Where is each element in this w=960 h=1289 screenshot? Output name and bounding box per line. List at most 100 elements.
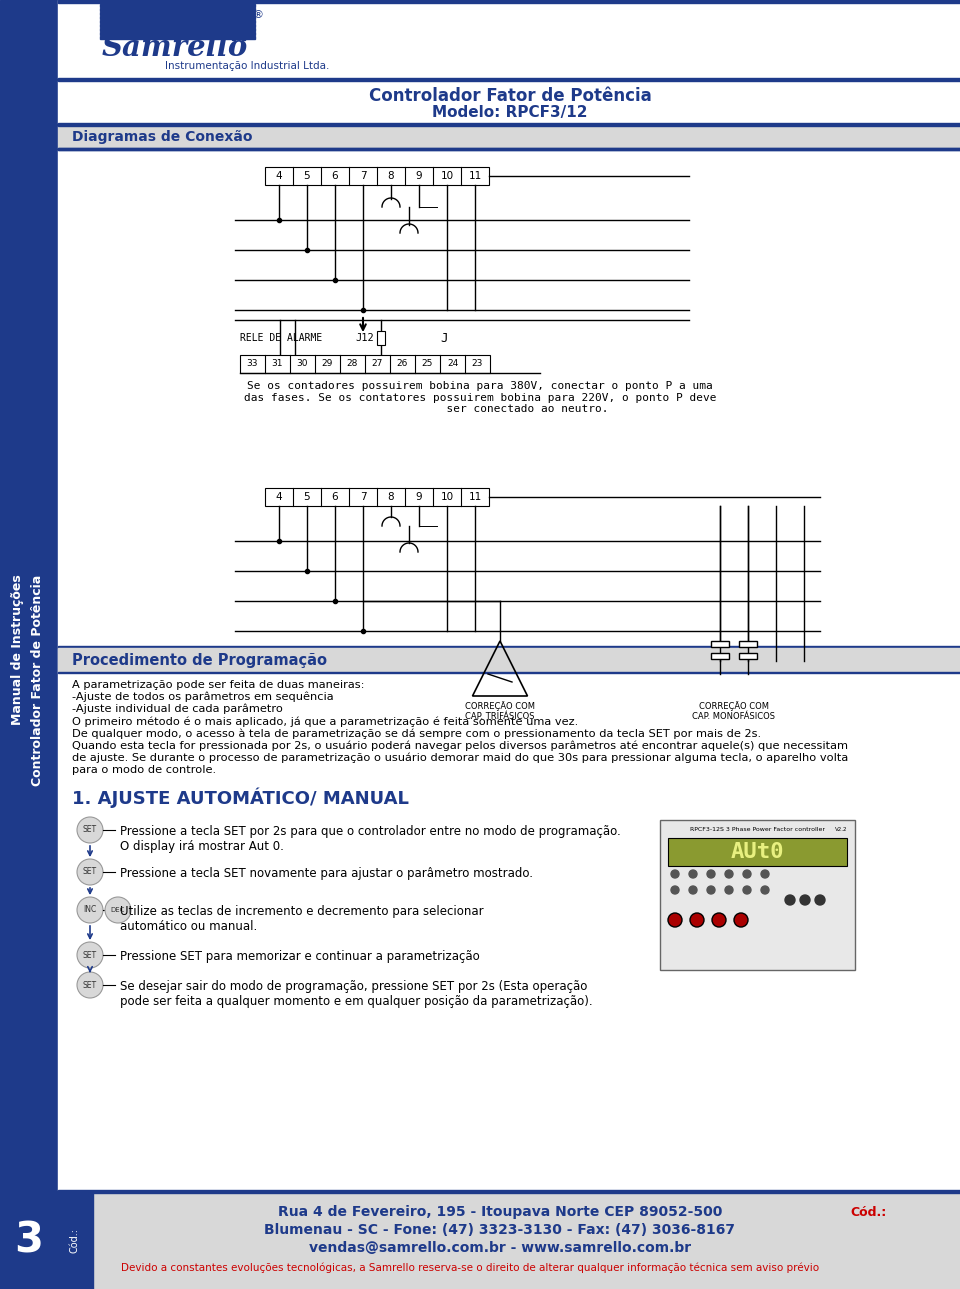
Circle shape (77, 897, 103, 923)
Circle shape (712, 913, 726, 927)
Bar (58, 648, 960, 672)
Bar (58, 646, 960, 648)
Bar (240, 354, 490, 373)
Bar (265, 489, 489, 507)
Text: V2.2: V2.2 (834, 828, 847, 831)
Text: Pressione a tecla SET por 2s para que o controlador entre no modo de programação: Pressione a tecla SET por 2s para que o … (120, 825, 621, 853)
Text: 10: 10 (441, 492, 453, 501)
Text: INC: INC (84, 905, 97, 914)
Bar (58, 0, 960, 3)
Bar (100, 15, 255, 18)
Bar (58, 148, 960, 150)
Circle shape (725, 886, 733, 895)
Text: RELE DE ALARME: RELE DE ALARME (240, 333, 323, 343)
Text: 10: 10 (441, 171, 453, 180)
Text: 6: 6 (332, 171, 338, 180)
Text: 33: 33 (247, 360, 258, 369)
Text: 23: 23 (471, 360, 483, 369)
Text: CORREÇÃO COM
CAP. MONOFÁSICOS: CORREÇÃO COM CAP. MONOFÁSICOS (692, 701, 776, 722)
Text: 30: 30 (297, 360, 308, 369)
Bar (668, 838, 847, 866)
Text: 5: 5 (303, 492, 310, 501)
Circle shape (725, 870, 733, 878)
Bar (58, 1190, 960, 1192)
Text: 29: 29 (322, 360, 333, 369)
Text: 24: 24 (446, 360, 458, 369)
Bar (58, 81, 960, 122)
Bar (58, 150, 960, 1190)
Circle shape (785, 895, 795, 905)
Circle shape (105, 897, 131, 923)
Circle shape (815, 895, 825, 905)
Circle shape (77, 942, 103, 968)
Text: Rua 4 de Fevereiro, 195 - Itoupava Norte CEP 89052-500: Rua 4 de Fevereiro, 195 - Itoupava Norte… (277, 1205, 722, 1219)
Bar (58, 122, 960, 126)
Text: 11: 11 (468, 171, 482, 180)
Circle shape (77, 858, 103, 886)
Text: Procedimento de Programação: Procedimento de Programação (72, 652, 327, 668)
Bar (0, 1192, 58, 1289)
Bar (711, 654, 729, 659)
Circle shape (743, 886, 751, 895)
Text: J: J (440, 331, 447, 344)
Text: Pressione a tecla SET novamente para ajustar o parâmetro mostrado.: Pressione a tecla SET novamente para aju… (120, 867, 533, 880)
Bar (739, 654, 757, 659)
Text: 8: 8 (388, 492, 395, 501)
Bar (100, 8, 255, 10)
Text: Utilize as teclas de incremento e decremento para selecionar
automático ou manua: Utilize as teclas de incremento e decrem… (120, 905, 484, 933)
Text: ®: ® (252, 10, 263, 21)
Circle shape (689, 886, 697, 895)
Circle shape (707, 886, 715, 895)
Text: Se desejar sair do modo de programação, pressione SET por 2s (Esta operação
pode: Se desejar sair do modo de programação, … (120, 980, 592, 1008)
Bar (100, 4, 255, 6)
Bar (58, 1192, 93, 1289)
Text: 25: 25 (421, 360, 433, 369)
Text: Se os contadores possuirem bobina para 380V, conectar o ponto P a uma
das fases.: Se os contadores possuirem bobina para 3… (244, 382, 716, 414)
Circle shape (734, 913, 748, 927)
Circle shape (707, 870, 715, 878)
Text: 27: 27 (372, 360, 383, 369)
Text: Modelo: RPCF3/12: Modelo: RPCF3/12 (432, 104, 588, 120)
Circle shape (761, 886, 769, 895)
Text: 8: 8 (388, 171, 395, 180)
Bar (739, 641, 757, 647)
Text: 28: 28 (347, 360, 358, 369)
Bar (711, 641, 729, 647)
Text: 6: 6 (332, 492, 338, 501)
Text: 3: 3 (14, 1219, 43, 1262)
Text: Blumenau - SC - Fone: (47) 3323-3130 - Fax: (47) 3036-8167: Blumenau - SC - Fone: (47) 3323-3130 - F… (265, 1223, 735, 1237)
Text: Diagramas de Conexão: Diagramas de Conexão (72, 130, 252, 144)
Circle shape (761, 870, 769, 878)
Bar (100, 12, 255, 14)
Circle shape (668, 913, 682, 927)
Bar (58, 79, 960, 81)
Text: 4: 4 (276, 171, 282, 180)
Bar (377, 331, 385, 345)
Text: RPCF3-12S 3 Phase Power Factor controller: RPCF3-12S 3 Phase Power Factor controlle… (690, 828, 825, 831)
Bar (660, 820, 855, 971)
Text: SET: SET (83, 981, 97, 990)
Bar (58, 1192, 960, 1289)
Bar (100, 32, 255, 35)
Circle shape (690, 913, 704, 927)
Text: Devido a constantes evoluções tecnológicas, a Samrello reserva-se o direito de a: Devido a constantes evoluções tecnológic… (121, 1263, 819, 1274)
Text: 7: 7 (360, 171, 367, 180)
Circle shape (77, 972, 103, 998)
Bar (265, 168, 489, 186)
Text: 11: 11 (468, 492, 482, 501)
Bar (58, 126, 960, 148)
Bar (0, 0, 58, 1289)
Text: Samrello: Samrello (102, 32, 248, 62)
Circle shape (671, 886, 679, 895)
Text: 5: 5 (303, 171, 310, 180)
Text: DEC: DEC (110, 907, 125, 913)
Text: 9: 9 (416, 171, 422, 180)
Text: Manual de Instruções: Manual de Instruções (12, 575, 25, 726)
Text: J12: J12 (355, 333, 373, 343)
Bar (242, 4, 245, 40)
Bar (58, 148, 960, 150)
Text: 1. AJUSTE AUTOMÁTICO/ MANUAL: 1. AJUSTE AUTOMÁTICO/ MANUAL (72, 788, 409, 808)
Bar (100, 28, 255, 31)
Text: SET: SET (83, 867, 97, 877)
Text: Instrumentação Industrial Ltda.: Instrumentação Industrial Ltda. (165, 61, 329, 71)
